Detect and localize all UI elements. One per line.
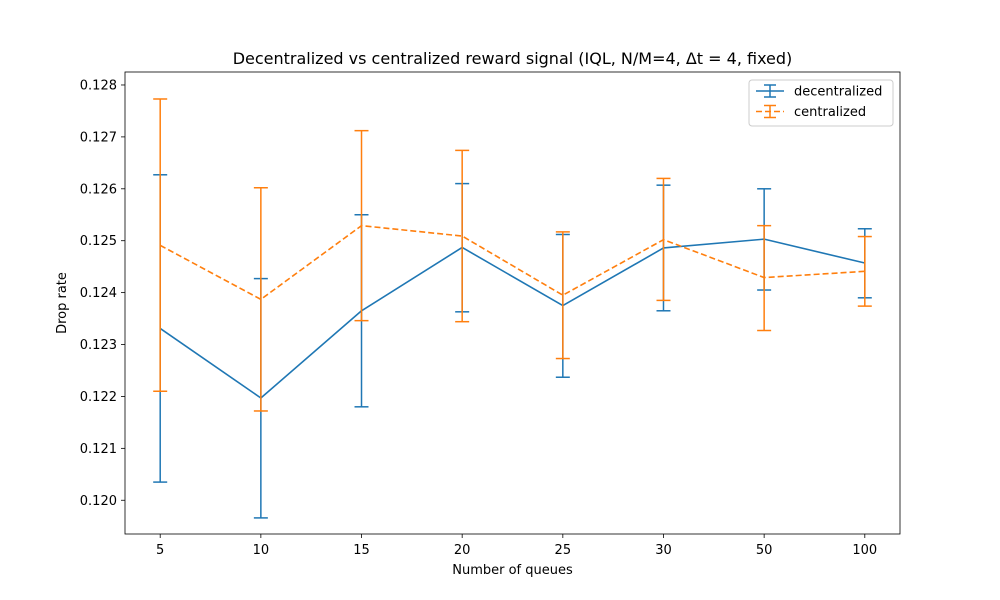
x-tick-label: 10 bbox=[253, 543, 270, 558]
y-tick-label: 0.121 bbox=[80, 442, 117, 457]
legend-box bbox=[748, 79, 894, 127]
y-tick-label: 0.127 bbox=[80, 130, 117, 145]
y-tick-label: 0.123 bbox=[80, 338, 117, 353]
x-tick-label: 25 bbox=[555, 543, 572, 558]
x-axis-label: Number of queues bbox=[452, 563, 573, 578]
series-layer bbox=[153, 98, 872, 519]
series-line bbox=[159, 238, 865, 399]
plot-background bbox=[125, 72, 900, 534]
legend-label-centralized: centralized bbox=[794, 105, 866, 120]
series-line bbox=[159, 224, 865, 301]
y-tick-label: 0.120 bbox=[80, 494, 117, 509]
x-tick-label: 100 bbox=[852, 543, 877, 558]
series-centralized bbox=[153, 98, 872, 412]
y-tick-label: 0.126 bbox=[80, 182, 117, 197]
legend-label-decentralized: decentralized bbox=[794, 85, 882, 100]
x-tick-label: 30 bbox=[655, 543, 672, 558]
y-axis: 0.120 0.121 0.122 0.123 0.124 0.125 0.126 0.127… bbox=[80, 78, 125, 509]
plot-frame bbox=[124, 71, 901, 535]
y-tick-label: 0.128 bbox=[80, 78, 117, 93]
plot-area bbox=[124, 71, 901, 535]
chart-title: Decentralized vs centralized reward sign… bbox=[233, 49, 793, 68]
x-axis: 5 10 15 20 25 30 50 100 bbox=[156, 534, 877, 558]
y-tick-label: 0.125 bbox=[80, 234, 117, 249]
y-axis-label: Drop rate bbox=[55, 272, 70, 334]
x-tick-label: 5 bbox=[156, 543, 164, 558]
y-tick-label: 0.122 bbox=[80, 390, 117, 405]
x-tick-label: 50 bbox=[756, 543, 773, 558]
legend: decentralized centralized bbox=[748, 79, 894, 127]
y-tick-label: 0.124 bbox=[80, 286, 117, 301]
x-tick-label: 15 bbox=[353, 543, 370, 558]
x-tick-label: 20 bbox=[454, 543, 471, 558]
